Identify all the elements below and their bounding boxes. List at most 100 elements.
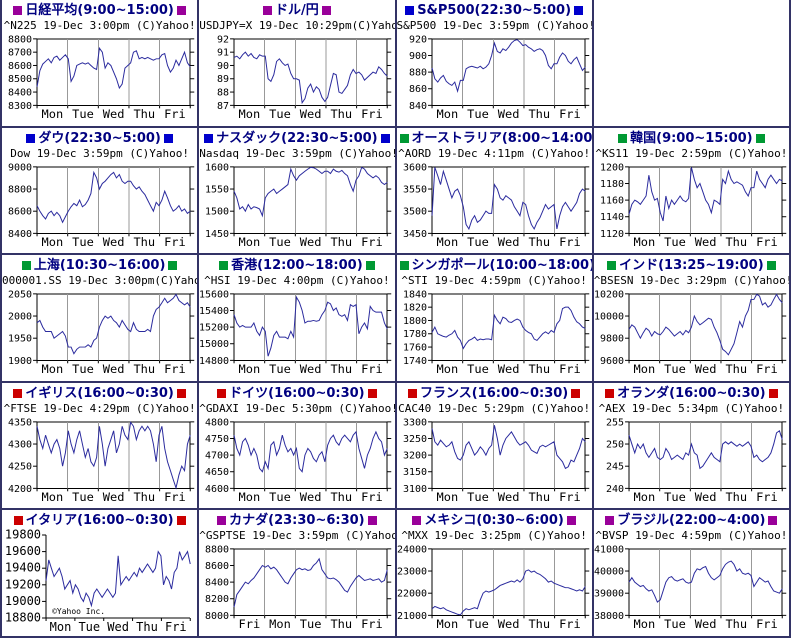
- plot-area: [233, 548, 388, 617]
- title-marker-icon: [574, 6, 584, 15]
- price-chart[interactable]: 41000 40000 39000 38000 Mon Tue Wed Thu Fri: [594, 543, 789, 631]
- y-axis-label: 3600: [402, 162, 426, 173]
- x-axis-label: Mon: [42, 235, 64, 249]
- price-chart[interactable]: 255 250 245 240 Mon Tue Wed Thu Fri: [594, 416, 789, 504]
- y-axis-label: 10000: [594, 312, 624, 323]
- x-axis-label: Tue: [467, 362, 489, 376]
- title-marker-icon: [204, 133, 214, 143]
- price-chart[interactable]: 1200 1180 1160 1140 1120 Mon Tue Wed Thu Fri: [594, 161, 789, 249]
- chart-title-link[interactable]: 韓国(9:00~15:00): [630, 130, 753, 146]
- price-line: [36, 420, 191, 490]
- plot-area: [628, 293, 783, 362]
- y-axis-label: 1900: [8, 356, 32, 367]
- ticker-timestamp-line: ^AEX 19-Dec 5:34pm (C)Yahoo!: [598, 401, 785, 415]
- x-axis-label: Wed: [695, 362, 717, 376]
- x-axis-label: Mon: [42, 362, 64, 376]
- chart-title-link[interactable]: フランス(16:00~0:30): [420, 385, 569, 401]
- chart-title-link[interactable]: ナスダック(22:30~5:00): [216, 130, 378, 146]
- price-chart[interactable]: 92 91 90 89 88 87 Mon Tue Wed Thu Fri: [199, 33, 394, 121]
- price-chart[interactable]: 10200 10000 9800 9600 Mon Tue Wed Thu Fri: [594, 288, 789, 376]
- price-chart[interactable]: 8800 8700 8600 8500 8400 8300 Mon Tue Wed Thu Fri: [2, 33, 197, 121]
- x-axis-label: Mon: [239, 362, 261, 376]
- chart-title-link[interactable]: ブラジル(22:00~4:00): [617, 513, 766, 529]
- chart-title-row: 日経平均(9:00~15:00): [2, 2, 197, 19]
- title-marker-icon: [367, 388, 377, 398]
- chart-title-link[interactable]: 日経平均(9:00~15:00): [25, 3, 174, 18]
- price-chart[interactable]: 3300 3250 3200 3150 3100 Mon Tue Wed Thu Fri: [397, 416, 592, 504]
- price-chart[interactable]: 15600 15400 15200 15000 14800 Mon Tue Wed Thu Fri: [199, 288, 394, 376]
- x-axis-label: Mon: [239, 490, 261, 504]
- price-chart[interactable]: 24000 23000 22000 21000 Mon Tue Wed Thu Fri: [397, 543, 592, 631]
- x-axis-label: Mon: [50, 620, 72, 634]
- x-axis-label: Mon: [436, 107, 458, 121]
- y-axis-label: 15200: [199, 323, 229, 334]
- x-axis-label: Fri: [164, 107, 186, 121]
- price-line: [431, 306, 585, 350]
- chart-title-link[interactable]: オランダ(16:00~0:30): [617, 385, 766, 401]
- chart-title-link[interactable]: メキシコ(0:30~6:00): [424, 513, 564, 529]
- y-axis-label: 3150: [402, 467, 426, 478]
- ticker-timestamp-line: USDJPY=X 19-Dec 10:29pm(C)Yahoo!: [199, 19, 395, 32]
- x-axis-label: Fri: [361, 362, 383, 376]
- y-axis-label: 38000: [594, 611, 624, 622]
- y-axis-label: 255: [606, 417, 624, 428]
- price-chart[interactable]: 1840 1820 1800 1780 1760 1740 Mon Tue Wed Thu Fri: [397, 288, 592, 376]
- chart-cell-hongkong: 香港(12:00~18:00) ^HSI 19-Dec 4:00pm (C)Ya…: [199, 255, 395, 381]
- chart-title-link[interactable]: ドイツ(16:00~0:30): [229, 385, 365, 401]
- x-axis-label: Thu: [725, 235, 747, 249]
- x-axis-label: Fri: [559, 490, 581, 504]
- x-axis-label: Tue: [664, 618, 686, 632]
- chart-title-row: 韓国(9:00~15:00): [594, 130, 789, 147]
- price-chart[interactable]: 2050 2000 1950 1900 Mon Tue Wed Thu Fri: [2, 288, 197, 376]
- x-axis-label: Fri: [164, 235, 186, 249]
- x-axis-label: Thu: [528, 618, 550, 632]
- price-line: [36, 293, 191, 355]
- ticker-timestamp-line: ^MXX 19-Dec 3:25pm (C)Yahoo!: [401, 529, 587, 543]
- title-marker-icon: [26, 133, 36, 143]
- chart-title-link[interactable]: S&P500(22:30~5:00): [417, 3, 572, 18]
- price-chart[interactable]: 1600 1550 1500 1450 Mon Tue Wed Thu Fri: [199, 161, 394, 249]
- chart-title-link[interactable]: イタリア(16:00~0:30): [25, 513, 174, 529]
- price-chart[interactable]: 3600 3550 3500 3450 Mon Tue Wed Thu Fri: [397, 161, 592, 249]
- chart-title-link[interactable]: シンガポール(10:00~18:00): [411, 258, 592, 274]
- chart-title-link[interactable]: インド(13:25~19:00): [619, 258, 764, 274]
- chart-cell-nasdaq: ナスダック(22:30~5:00) Nasdaq 19-Dec 3:59pm (…: [199, 127, 395, 254]
- price-chart[interactable]: 4800 4750 4700 4650 4600 Mon Tue Wed Thu Fri: [199, 416, 394, 504]
- price-chart[interactable]: 4350 4300 4250 4200 Mon Tue Wed Thu Fri: [2, 416, 197, 504]
- x-axis-label: Tue: [72, 362, 94, 376]
- y-axis-label: 3550: [402, 184, 426, 195]
- x-axis-label: Wed: [103, 362, 125, 376]
- ticker-timestamp-line: Dow 19-Dec 3:59pm (C)Yahoo!: [10, 146, 190, 160]
- chart-title-row: メキシコ(0:30~6:00): [397, 512, 592, 529]
- plot-area: [431, 421, 586, 489]
- chart-title-link[interactable]: 香港(12:00~18:00): [231, 258, 363, 274]
- y-axis-label: 22000: [397, 589, 427, 600]
- x-axis-label: Wed: [300, 235, 322, 249]
- x-axis-label: Thu: [528, 107, 550, 121]
- chart-title-row: イギリス(16:00~0:30): [2, 385, 197, 402]
- y-axis-label: 8200: [205, 595, 229, 606]
- x-axis-label: Wed: [300, 490, 322, 504]
- y-axis-label: 8000: [205, 611, 229, 622]
- chart-title-link[interactable]: カナダ(23:30~6:30): [229, 513, 365, 529]
- title-marker-icon: [408, 388, 417, 398]
- y-axis-label: 19800: [5, 529, 41, 541]
- x-axis-label: Tue: [78, 620, 100, 634]
- chart-title-link[interactable]: イギリス(16:00~0:30): [25, 385, 174, 401]
- chart-title-link[interactable]: ドル/円: [275, 3, 319, 18]
- chart-cell-shanghai: 上海(10:30~16:00) 000001.SS 19-Dec 3:00pm(…: [2, 255, 198, 381]
- x-axis-label: Fri: [361, 618, 383, 632]
- plot-area: [628, 421, 783, 489]
- chart-title-link[interactable]: オーストラリア(8:00~14:00): [411, 130, 592, 146]
- chart-title-link[interactable]: ダウ(22:30~5:00): [38, 130, 161, 146]
- x-axis-label: Thu: [331, 362, 353, 376]
- y-axis-label: 920: [408, 34, 426, 45]
- price-chart[interactable]: 19800 19600 19400 19200 19000 18800 Mon Tue Wed T…: [2, 529, 197, 634]
- x-axis-label: Thu: [528, 235, 550, 249]
- chart-title-link[interactable]: 上海(10:30~16:00): [33, 258, 166, 274]
- price-chart[interactable]: 9000 8800 8600 8400 Mon Tue Wed Thu Fri: [2, 161, 197, 249]
- price-chart[interactable]: 8800 8600 8400 8200 8000 Fri Mon Tue Thu Fri: [199, 543, 394, 631]
- chart-title-row: インド(13:25~19:00): [594, 257, 789, 274]
- y-axis-label: 3500: [402, 206, 426, 217]
- price-chart[interactable]: 920 900 880 860 840 Mon Tue Wed Thu Fri: [397, 33, 592, 121]
